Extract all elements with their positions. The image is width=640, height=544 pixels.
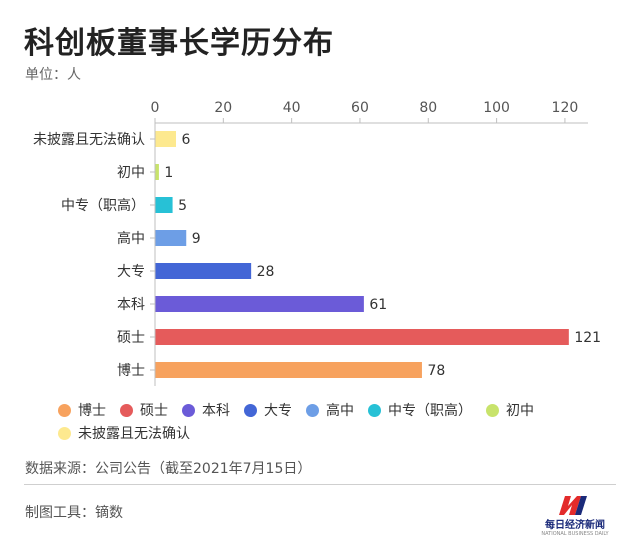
x-tick-label: 100: [483, 100, 510, 116]
legend-label: 高中: [326, 403, 354, 419]
category-label: 本科: [117, 297, 145, 313]
x-tick-label: 60: [351, 100, 369, 116]
legend-label: 初中: [506, 403, 534, 419]
brand-logo: 每日经济新闻 NATIONAL BUSINESS DAILY: [535, 494, 615, 540]
category-label: 高中: [117, 230, 145, 247]
legend-item: 初中: [486, 400, 534, 423]
legend: 博士 硕士 本科 大专 高中 中专（职高） 初中未披露且无法确认: [58, 400, 618, 446]
legend-label: 博士: [78, 403, 106, 419]
category-label: 大专: [117, 264, 145, 280]
legend-marker: [182, 404, 195, 417]
bar: [155, 197, 173, 213]
legend-label: 大专: [264, 403, 292, 419]
legend-label: 未披露且无法确认: [78, 426, 190, 442]
bar: [155, 296, 364, 312]
legend-item: 硕士: [120, 400, 168, 423]
legend-label: 中专（职高）: [388, 403, 472, 419]
bar: [155, 362, 422, 378]
data-label: 9: [192, 231, 201, 247]
bar: [155, 131, 176, 147]
category-label: 初中: [117, 164, 145, 181]
category-label: 未披露且无法确认: [33, 132, 145, 148]
category-label: 博士: [117, 362, 145, 379]
x-tick-label: 0: [151, 100, 160, 116]
category-label: 中专（职高）: [61, 197, 145, 214]
unit-label: 单位：人: [25, 67, 81, 83]
legend-label: 本科: [202, 403, 230, 419]
logo-name: 每日经济新闻: [545, 520, 605, 531]
legend-item: 高中: [306, 400, 354, 423]
legend-item: 中专（职高）: [368, 400, 472, 423]
bar: [155, 329, 569, 345]
legend-item: 大专: [244, 400, 292, 423]
chart-tool-credit: 制图工具：镝数: [25, 505, 123, 521]
legend-item: 博士: [58, 400, 106, 423]
data-label: 5: [178, 198, 187, 214]
data-label: 121: [574, 330, 601, 346]
legend-item: 本科: [182, 400, 230, 423]
x-tick-label: 20: [214, 100, 232, 116]
legend-marker: [58, 404, 71, 417]
legend-marker: [244, 404, 257, 417]
legend-item: 未披露且无法确认: [58, 423, 190, 446]
bar: [155, 263, 252, 279]
x-tick-label: 80: [419, 100, 437, 116]
legend-marker: [58, 427, 71, 440]
legend-marker: [486, 404, 499, 417]
bar: [155, 164, 159, 180]
logo-subtitle: NATIONAL BUSINESS DAILY: [541, 531, 609, 537]
x-tick-label: 120: [552, 100, 579, 116]
data-label: 28: [257, 264, 275, 280]
legend-marker: [120, 404, 133, 417]
legend-marker: [368, 404, 381, 417]
data-label: 6: [181, 132, 190, 148]
legend-label: 硕士: [140, 403, 168, 419]
category-label: 硕士: [117, 330, 145, 346]
bar: [155, 230, 187, 246]
data-label: 1: [164, 165, 173, 181]
chart-title: 科创板董事长学历分布: [24, 26, 334, 61]
data-label: 78: [427, 363, 445, 379]
x-tick-label: 40: [283, 100, 301, 116]
data-source: 数据来源：公司公告（截至2021年7月15日）: [25, 461, 312, 477]
legend-marker: [306, 404, 319, 417]
nbd-logo-icon: [559, 496, 587, 515]
data-label: 61: [369, 297, 387, 313]
divider: [24, 484, 616, 485]
bar-chart: 0 20 40 60 80 100 120 未披露且无法确认 6 初中 1 中专（职高） 5 高中 9 大专 2…: [33, 100, 601, 386]
